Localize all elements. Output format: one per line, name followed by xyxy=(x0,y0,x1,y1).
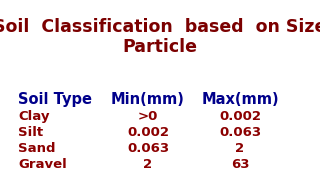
Text: 0.063: 0.063 xyxy=(219,126,261,139)
Text: Soil  Classification  based  on Size: Soil Classification based on Size xyxy=(0,18,320,36)
Text: Particle: Particle xyxy=(123,38,197,56)
Text: Clay: Clay xyxy=(18,110,50,123)
Text: 0.002: 0.002 xyxy=(219,110,261,123)
Text: 0.002: 0.002 xyxy=(127,126,169,139)
Text: 63: 63 xyxy=(231,158,249,171)
Text: 0.063: 0.063 xyxy=(127,142,169,155)
Text: 2: 2 xyxy=(143,158,153,171)
Text: >0: >0 xyxy=(138,110,158,123)
Text: Sand: Sand xyxy=(18,142,55,155)
Text: Silt: Silt xyxy=(18,126,43,139)
Text: Gravel: Gravel xyxy=(18,158,67,171)
Text: Min(mm): Min(mm) xyxy=(111,92,185,107)
Text: 2: 2 xyxy=(236,142,244,155)
Text: Max(mm): Max(mm) xyxy=(201,92,279,107)
Text: Soil Type: Soil Type xyxy=(18,92,92,107)
